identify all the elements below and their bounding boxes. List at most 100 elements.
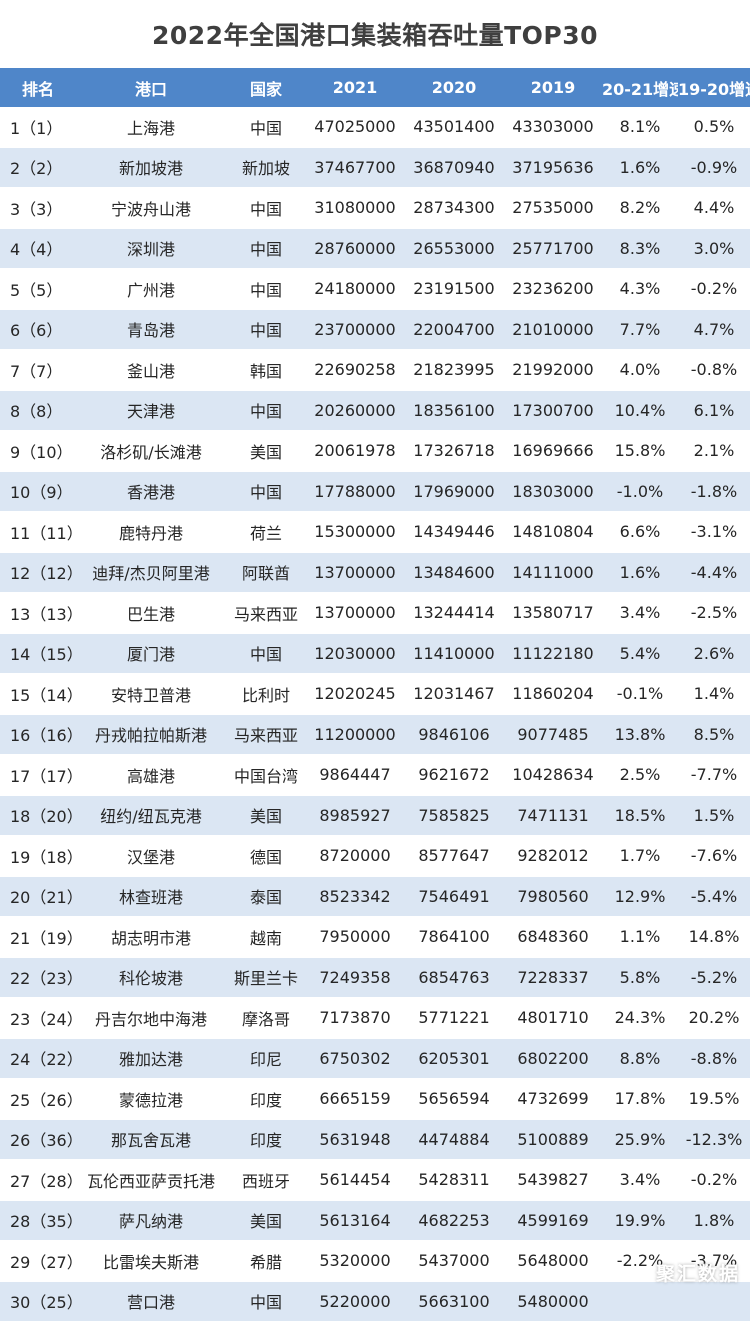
port-cell: 那瓦舍瓦港	[76, 1119, 226, 1160]
table-row: 23（24） 丹吉尔地中海港 摩洛哥 7173870 5771221 4801710 24.…	[0, 997, 750, 1039]
country-cell: 印尼	[226, 1038, 306, 1079]
growth-20-21-cell: 5.8%	[602, 957, 678, 998]
port-cell: 天津港	[76, 390, 226, 431]
country-cell: 西班牙	[226, 1159, 306, 1201]
header-growth-20-21: 20-21增速	[602, 68, 678, 107]
country-cell: 中国	[226, 228, 306, 269]
value-2021-cell: 11200000	[306, 714, 404, 755]
value-2021-cell: 13700000	[306, 552, 404, 593]
value-2019-cell: 4599169	[504, 1200, 602, 1241]
rank-cell: 19（18）	[0, 835, 76, 877]
port-cell: 巴生港	[76, 592, 226, 634]
value-2020-cell: 5771221	[404, 997, 504, 1039]
country-cell: 中国	[226, 309, 306, 350]
value-2019-cell: 25771700	[504, 228, 602, 269]
growth-19-20-cell: -7.6%	[678, 835, 750, 877]
value-2020-cell: 13484600	[404, 552, 504, 593]
growth-20-21-cell: 19.9%	[602, 1200, 678, 1241]
value-2019-cell: 21992000	[504, 349, 602, 391]
growth-20-21-cell: 3.4%	[602, 592, 678, 634]
rank-cell: 6（6）	[0, 309, 76, 350]
value-2019-cell: 7228337	[504, 957, 602, 998]
value-2019-cell: 23236200	[504, 268, 602, 310]
table-row: 21（19） 胡志明市港 越南 7950000 7864100 6848360 1.1% 14…	[0, 916, 750, 958]
rank-cell: 17（17）	[0, 754, 76, 796]
port-cell: 丹吉尔地中海港	[76, 997, 226, 1039]
value-2021-cell: 8720000	[306, 835, 404, 877]
value-2021-cell: 37467700	[306, 147, 404, 188]
value-2021-cell: 5631948	[306, 1119, 404, 1160]
port-cell: 青岛港	[76, 309, 226, 350]
growth-19-20-cell: 1.4%	[678, 673, 750, 715]
country-cell: 摩洛哥	[226, 997, 306, 1039]
value-2020-cell: 9846106	[404, 714, 504, 755]
value-2019-cell: 21010000	[504, 309, 602, 350]
rank-cell: 25（26）	[0, 1078, 76, 1120]
page-title: 2022年全国港口集装箱吞吐量TOP30	[152, 21, 598, 50]
growth-20-21-cell: -0.1%	[602, 673, 678, 715]
growth-19-20-cell: -0.2%	[678, 1159, 750, 1201]
value-2019-cell: 9282012	[504, 835, 602, 877]
growth-20-21-cell: 1.6%	[602, 552, 678, 593]
value-2020-cell: 5663100	[404, 1281, 504, 1322]
port-cell: 丹戎帕拉帕斯港	[76, 714, 226, 755]
growth-20-21-cell: 4.3%	[602, 268, 678, 310]
table-row: 25（26） 蒙德拉港 印度 6665159 5656594 4732699 17.8% 19…	[0, 1078, 750, 1120]
table-row: 16（16） 丹戎帕拉帕斯港 马来西亚 11200000 9846106 9077485 1…	[0, 714, 750, 755]
rank-cell: 26（36）	[0, 1119, 76, 1160]
country-cell: 马来西亚	[226, 592, 306, 634]
port-cell: 雅加达港	[76, 1038, 226, 1079]
value-2021-cell: 7950000	[306, 916, 404, 958]
value-2019-cell: 7471131	[504, 795, 602, 836]
table-row: 22（23） 科伦坡港 斯里兰卡 7249358 6854763 7228337 5.8% -…	[0, 957, 750, 998]
port-cell: 瓦伦西亚萨贡托港	[76, 1159, 226, 1201]
value-2019-cell: 5480000	[504, 1281, 602, 1322]
value-2020-cell: 11410000	[404, 633, 504, 674]
value-2021-cell: 17788000	[306, 471, 404, 512]
rank-cell: 28（35）	[0, 1200, 76, 1241]
growth-20-21-cell: -1.0%	[602, 471, 678, 512]
rank-cell: 23（24）	[0, 997, 76, 1039]
value-2020-cell: 43501400	[404, 107, 504, 148]
port-cell: 广州港	[76, 268, 226, 310]
country-cell: 印度	[226, 1078, 306, 1120]
table-row: 11（11） 鹿特丹港 荷兰 15300000 14349446 14810804 6.6%…	[0, 511, 750, 553]
growth-19-20-cell: -2.5%	[678, 592, 750, 634]
country-cell: 中国	[226, 390, 306, 431]
table-row: 8（8） 天津港 中国 20260000 18356100 17300700 10.4% 6.…	[0, 390, 750, 431]
growth-20-21-cell: 25.9%	[602, 1119, 678, 1160]
growth-20-21-cell: 1.7%	[602, 835, 678, 877]
table-row: 24（22） 雅加达港 印尼 6750302 6205301 6802200 8.8% -8.…	[0, 1038, 750, 1079]
table-row: 9（10） 洛杉矶/长滩港 美国 20061978 17326718 16969666 15…	[0, 430, 750, 472]
rank-cell: 10（9）	[0, 471, 76, 512]
country-cell: 荷兰	[226, 511, 306, 553]
country-cell: 德国	[226, 835, 306, 877]
value-2019-cell: 43303000	[504, 107, 602, 148]
value-2021-cell: 5220000	[306, 1281, 404, 1322]
port-cell: 汉堡港	[76, 835, 226, 877]
growth-19-20-cell: 1.8%	[678, 1200, 750, 1241]
growth-20-21-cell: 15.8%	[602, 430, 678, 472]
rank-cell: 18（20）	[0, 795, 76, 836]
country-cell: 中国	[226, 471, 306, 512]
port-cell: 新加坡港	[76, 147, 226, 188]
country-cell: 马来西亚	[226, 714, 306, 755]
port-cell: 宁波舟山港	[76, 187, 226, 229]
value-2019-cell: 10428634	[504, 754, 602, 796]
header-growth-19-20: 19-20增速	[678, 68, 750, 107]
header-rank: 排名	[0, 68, 76, 107]
port-cell: 高雄港	[76, 754, 226, 796]
value-2020-cell: 36870940	[404, 147, 504, 188]
growth-19-20-cell: 3.0%	[678, 228, 750, 269]
growth-19-20-cell: 1.5%	[678, 795, 750, 836]
value-2020-cell: 21823995	[404, 349, 504, 391]
growth-19-20-cell: 4.7%	[678, 309, 750, 350]
country-cell: 斯里兰卡	[226, 957, 306, 998]
watermark-logo: 聚汇数据	[655, 1263, 740, 1285]
value-2021-cell: 23700000	[306, 309, 404, 350]
value-2019-cell: 11860204	[504, 673, 602, 715]
rank-cell: 15（14）	[0, 673, 76, 715]
port-cell: 迪拜/杰贝阿里港	[76, 552, 226, 593]
rank-cell: 20（21）	[0, 876, 76, 917]
value-2021-cell: 20260000	[306, 390, 404, 431]
